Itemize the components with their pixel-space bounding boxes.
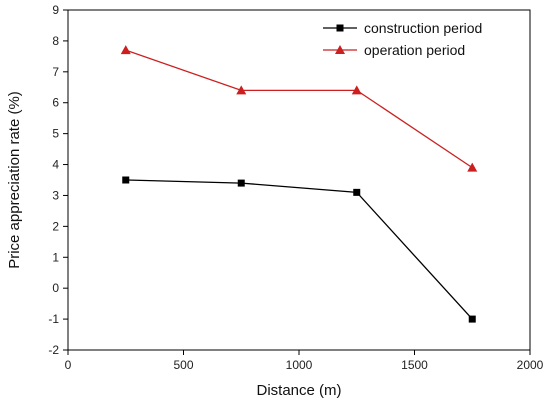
x-tick-label: 0 [65,358,72,372]
y-tick-label: 8 [52,34,59,48]
y-tick-label: 4 [52,158,59,172]
y-tick-label: 5 [52,127,59,141]
series-line [125,179,473,320]
x-tick-label: 1500 [401,358,428,372]
y-tick-label: -1 [48,312,59,326]
square-marker [468,315,476,323]
x-axis-title: Distance (m) [256,382,341,399]
y-axis-title: Price appreciation rate (%) [6,91,23,269]
axis-ticks: 0 500 1000 1500 2000 -2 -1 0 1 2 3 4 5 6 7 8 9 [48,3,543,372]
y-tick-label: 6 [52,96,59,110]
series-layer [120,45,478,323]
series-line [125,49,473,169]
series-construction-period [122,176,476,323]
square-marker [353,188,361,196]
triangle-marker [335,45,345,54]
y-tick-label: 3 [52,188,59,202]
y-tick-label: 0 [52,281,59,295]
square-marker [122,176,130,184]
square-marker [336,24,344,32]
y-tick-label: 9 [52,3,59,17]
y-tick-label: 7 [52,65,59,79]
x-tick-label: 2000 [517,358,544,372]
y-tick-label: 1 [52,250,59,264]
legend-label: construction period [364,20,482,36]
legend: construction period operation period [323,20,482,58]
x-tick-label: 1000 [286,358,313,372]
legend-label: operation period [364,42,465,58]
series-operation-period [120,45,478,172]
square-marker [237,179,245,187]
triangle-marker [351,85,362,95]
x-tick-label: 500 [173,358,193,372]
legend-item: operation period [323,42,465,58]
legend-item: construction period [323,20,482,36]
y-tick-label: 2 [52,219,59,233]
triangle-marker [120,45,131,55]
triangle-marker [236,85,247,95]
y-tick-label: -2 [48,343,59,357]
triangle-marker [467,162,478,172]
